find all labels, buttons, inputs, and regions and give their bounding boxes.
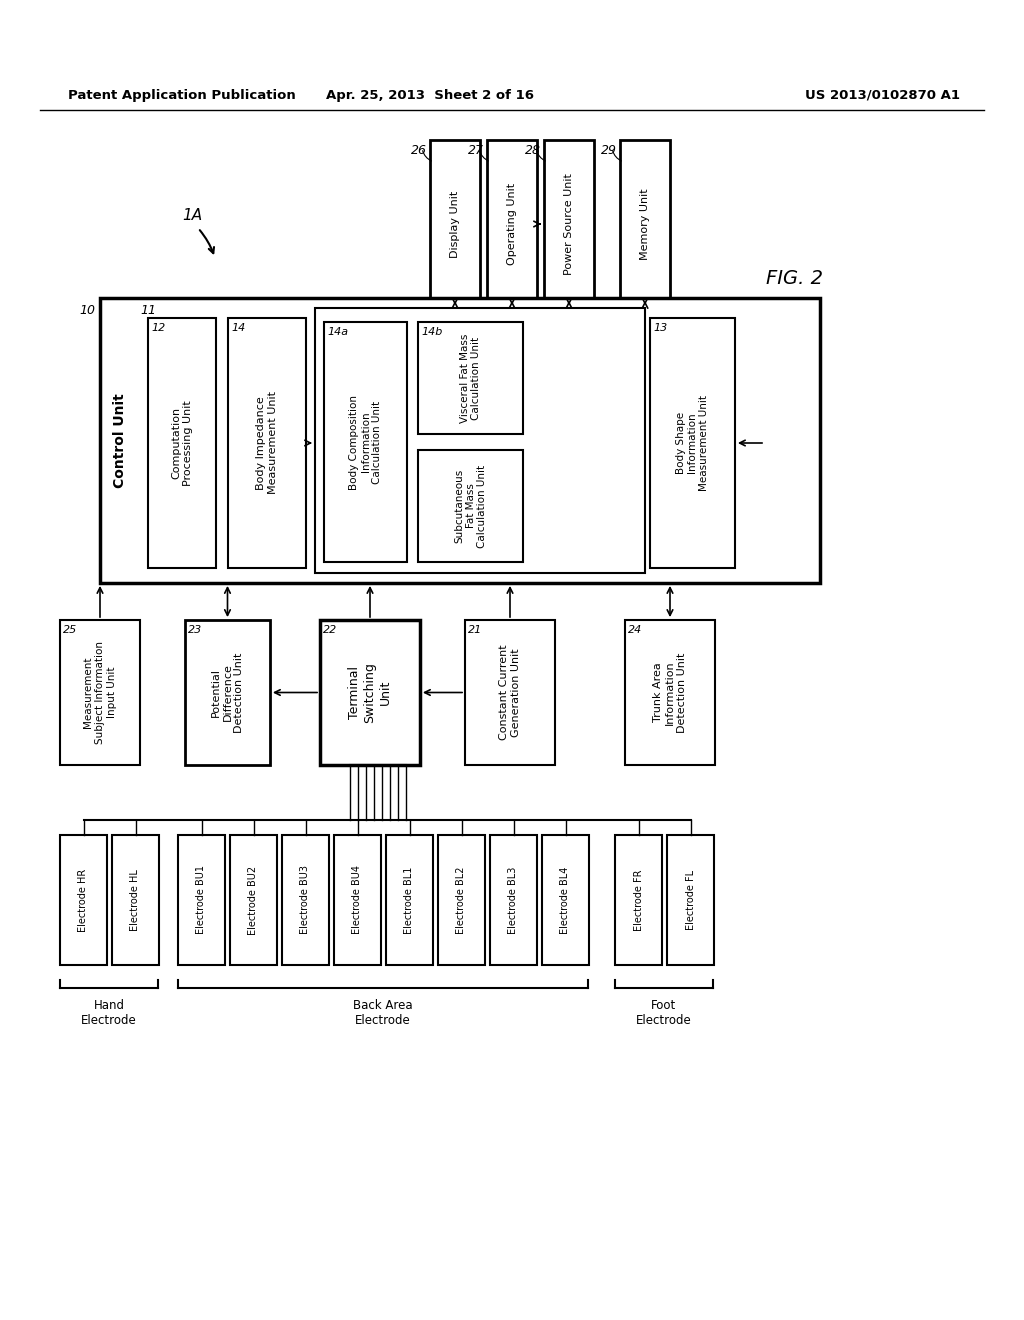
Text: 28: 28 — [525, 144, 541, 157]
Bar — [465, 620, 555, 766]
Bar — [542, 836, 589, 965]
Text: Foot
Electrode: Foot Electrode — [636, 999, 692, 1027]
Bar — [228, 318, 306, 568]
Text: US 2013/0102870 A1: US 2013/0102870 A1 — [805, 88, 961, 102]
Text: Body Shape
Information
Measurement Unit: Body Shape Information Measurement Unit — [676, 395, 709, 491]
Text: Electrode FR: Electrode FR — [634, 870, 643, 931]
Text: Electrode BL1: Electrode BL1 — [404, 866, 415, 933]
Text: 29: 29 — [601, 144, 617, 157]
Text: 11: 11 — [140, 304, 156, 317]
Bar — [487, 140, 537, 308]
Bar — [544, 140, 594, 308]
Text: Electrode BL2: Electrode BL2 — [457, 866, 467, 933]
Text: Back Area
Electrode: Back Area Electrode — [353, 999, 413, 1027]
Bar — [324, 322, 407, 562]
Bar — [282, 836, 329, 965]
Bar — [185, 620, 270, 766]
Text: 12: 12 — [151, 323, 165, 333]
Bar — [178, 836, 225, 965]
Bar — [334, 836, 381, 965]
Text: Patent Application Publication: Patent Application Publication — [68, 88, 296, 102]
Text: Memory Unit: Memory Unit — [640, 189, 650, 260]
Text: 1A: 1A — [182, 207, 202, 223]
Bar — [100, 298, 820, 583]
Bar — [625, 620, 715, 766]
Bar — [438, 836, 485, 965]
Text: 23: 23 — [188, 624, 203, 635]
Text: 14: 14 — [231, 323, 246, 333]
Text: Display Unit: Display Unit — [450, 190, 460, 257]
Text: 26: 26 — [411, 144, 427, 157]
Bar — [315, 308, 645, 573]
Text: 14a: 14a — [327, 327, 348, 337]
Bar — [319, 620, 420, 766]
Bar — [418, 322, 523, 434]
Text: Operating Unit: Operating Unit — [507, 183, 517, 265]
Text: 14b: 14b — [421, 327, 442, 337]
Text: Power Source Unit: Power Source Unit — [564, 173, 574, 275]
Text: FIG. 2: FIG. 2 — [767, 268, 823, 288]
Text: Measurement
Subject Information
Input Unit: Measurement Subject Information Input Un… — [83, 642, 117, 744]
Text: Electrode BU2: Electrode BU2 — [249, 866, 258, 935]
Text: Electrode FL: Electrode FL — [685, 870, 695, 931]
Text: Body Impedance
Measurement Unit: Body Impedance Measurement Unit — [256, 392, 278, 495]
Text: Visceral Fat Mass
Calculation Unit: Visceral Fat Mass Calculation Unit — [460, 334, 481, 422]
Text: 22: 22 — [323, 624, 337, 635]
Text: Electrode BU1: Electrode BU1 — [197, 866, 207, 935]
Bar — [386, 836, 433, 965]
Bar — [230, 836, 278, 965]
Bar — [615, 836, 662, 965]
Bar — [620, 140, 670, 308]
Text: Hand
Electrode: Hand Electrode — [81, 999, 137, 1027]
Text: Electrode BL4: Electrode BL4 — [560, 866, 570, 933]
Bar — [60, 836, 106, 965]
Text: 24: 24 — [628, 624, 642, 635]
Text: Terminal
Switching
Unit: Terminal Switching Unit — [348, 663, 391, 723]
Text: 13: 13 — [653, 323, 668, 333]
Text: Potential
Difference
Detection Unit: Potential Difference Detection Unit — [211, 652, 244, 733]
Bar — [112, 836, 159, 965]
Bar — [148, 318, 216, 568]
Text: 25: 25 — [63, 624, 77, 635]
Text: Control Unit: Control Unit — [113, 393, 127, 488]
Bar — [430, 140, 480, 308]
Text: Electrode BU3: Electrode BU3 — [300, 866, 310, 935]
Bar — [667, 836, 714, 965]
Text: Computation
Processing Unit: Computation Processing Unit — [171, 400, 193, 486]
Text: Trunk Area
Information
Detection Unit: Trunk Area Information Detection Unit — [653, 652, 687, 733]
Bar — [418, 450, 523, 562]
Text: 10: 10 — [79, 304, 95, 317]
Text: Apr. 25, 2013  Sheet 2 of 16: Apr. 25, 2013 Sheet 2 of 16 — [326, 88, 534, 102]
Text: Subcutaneous
Fat Mass
Calculation Unit: Subcutaneous Fat Mass Calculation Unit — [454, 465, 487, 548]
Text: Body Composition
Information
Calculation Unit: Body Composition Information Calculation… — [349, 395, 382, 490]
Text: Constant Current
Generation Unit: Constant Current Generation Unit — [500, 644, 521, 741]
Text: 27: 27 — [468, 144, 484, 157]
Bar — [60, 620, 140, 766]
Text: 21: 21 — [468, 624, 482, 635]
Text: Electrode BL3: Electrode BL3 — [509, 866, 518, 933]
Text: Electrode BU4: Electrode BU4 — [352, 866, 362, 935]
Bar — [490, 836, 537, 965]
Text: Electrode HL: Electrode HL — [130, 869, 140, 931]
Bar — [650, 318, 735, 568]
Text: Electrode HR: Electrode HR — [79, 869, 88, 932]
